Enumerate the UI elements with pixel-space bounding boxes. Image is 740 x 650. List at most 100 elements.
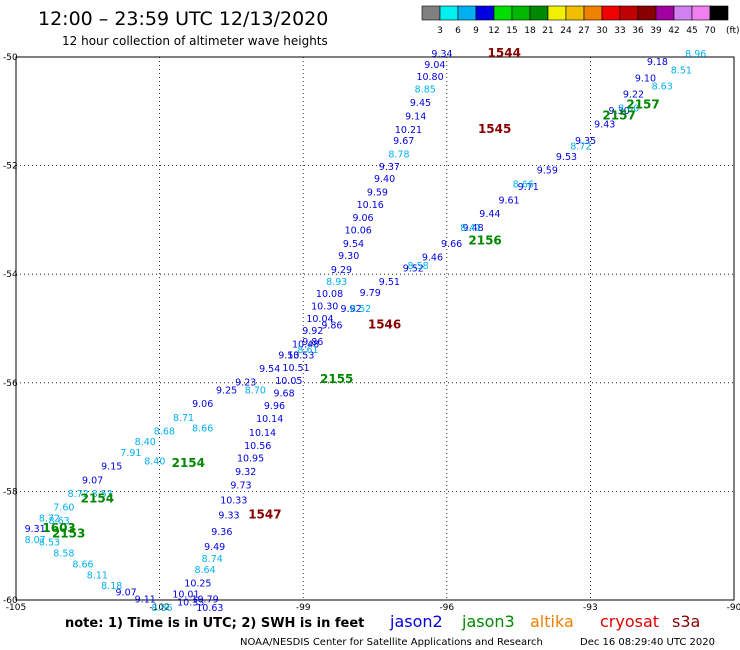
wave-height-value: 9.92 [340,304,361,315]
wave-height-value: 8.53 [39,538,60,549]
wave-height-value: 8.66 [192,424,213,435]
wave-height-value: 10.05 [275,376,302,387]
wave-height-value: 8.60 [618,103,639,114]
colorbar-swatch [655,5,675,21]
colorbar-swatch [421,5,441,21]
wave-height-value: 9.14 [405,111,426,122]
x-tick-label: -93 [583,603,598,613]
chart-subtitle: 12 hour collection of altimeter wave hei… [62,34,328,48]
wave-height-value: 9.33 [218,511,239,522]
wave-height-value: 9.36 [211,527,232,538]
wave-height-value: 8.40 [135,437,156,448]
wave-height-value: 9.49 [204,542,225,553]
wave-height-value: 9.52 [403,263,424,274]
wave-height-value: 10.08 [316,289,343,300]
wave-height-value: 9.66 [441,239,462,250]
wave-height-value: 8.70 [245,386,266,397]
wave-height-value: 9.53 [556,152,577,163]
pass-number-label: 2153 [52,527,85,541]
wave-height-value: 10.14 [256,414,283,425]
y-tick-label: -50 [3,53,18,63]
wave-height-value: 9.11 [135,595,156,606]
wave-height-value: 8.71 [173,413,194,424]
wave-height-value: 10.51 [282,363,309,374]
wave-height-value: 9.37 [379,162,400,173]
wave-height-value: 9.54 [259,364,280,375]
colorbar-label: 45 [686,26,697,36]
wave-height-value: 9.29 [331,265,352,276]
wave-height-value: 8.96 [685,49,706,60]
wave-height-value: 8.64 [194,565,215,576]
y-tick-label: -56 [3,379,18,389]
wave-height-value: 10.33 [177,597,204,608]
wave-height-value: 8.58 [408,261,429,272]
wave-height-value: 10.95 [237,454,264,465]
colorbar-label: 9 [473,26,479,36]
wave-height-value: 9.23 [235,378,256,389]
colorbar-swatch [475,5,495,21]
pass-number-label: 2154 [172,456,205,470]
wave-height-value: 8.11 [87,570,108,581]
satellite-jason2: jason2 [389,612,443,631]
wave-height-value: 9.59 [537,166,558,177]
wave-height-value: 8.66 [72,559,93,570]
wave-height-value: 9.48 [463,223,484,234]
colorbar-swatch [583,5,603,21]
wave-height-value: 8.72 [570,141,591,152]
credit-line: NOAA/NESDIS Center for Satellite Applica… [240,637,543,648]
wave-height-value: 9.30 [609,106,630,117]
wave-height-value: 8.53 [92,489,113,500]
wave-height-value: 9.06 [192,399,213,410]
wave-height-value: 9.30 [338,251,359,262]
wave-height-value: 10.16 [357,200,384,211]
wave-height-value: 8.78 [388,149,409,160]
colorbar-label: 39 [650,26,662,36]
wave-height-value: 10.79 [191,595,218,606]
wave-height-value: 8.72 [68,489,89,500]
chart-grid [16,57,734,600]
wave-height-value: 10.33 [220,495,247,506]
wave-height-value: 9.96 [264,401,285,412]
wave-height-value: 9.79 [360,288,381,299]
wave-height-value: 9.40 [374,174,395,185]
pass-number-label: 2157 [626,98,659,112]
wave-height-value: 9.45 [410,98,431,109]
wave-height-value: 10.48 [292,340,319,351]
wave-height-value: 9.34 [431,49,452,60]
wave-height-value: 9.35 [575,136,596,147]
pass-number-label: 2156 [468,233,501,247]
wave-height-value: 9.68 [273,388,294,399]
y-tick-label: -52 [3,162,18,172]
wave-height-value: 9.22 [623,90,644,101]
wave-height-value: 8.66 [513,179,534,190]
wave-height-value: 9.07 [82,475,103,486]
wave-height-value: 9.25 [216,386,237,397]
wave-height-value: 10.56 [244,441,271,452]
wave-height-value: 8.85 [415,84,436,95]
wave-height-value: 8.63 [49,516,70,527]
colorbar-swatch [601,5,621,21]
axis-ticks: -105 -102 -99 -96 -93 -90 -50 -52 -54 -56 -58 -60 [3,53,740,613]
colorbar-swatch [637,5,657,21]
wave-height-value: 8.18 [101,581,122,592]
wave-height-value: 10.04 [306,314,333,325]
wave-height-value: 8.63 [652,82,673,93]
wave-height-value: 9.15 [101,462,122,473]
wave-height-value: 10.80 [416,72,443,83]
wave-height-value: 9.86 [302,337,323,348]
wave-height-value: 10.01 [172,589,199,600]
pass-number-label: 1603 [42,521,75,535]
satellite-legend: jason2 jason3 altika cryosat s3a [389,612,700,631]
wave-height-value: 9.43 [594,120,615,131]
colorbar-swatch [565,5,585,21]
colorbar-swatch [493,5,513,21]
wave-height-value: 9.51 [379,277,400,288]
colorbar-swatch [673,5,693,21]
wave-height-value: 9.32 [235,467,256,478]
wave-height-value: 8.86 [151,603,172,614]
colorbar-swatch [619,5,639,21]
wave-height-value: 9.92 [302,326,323,337]
wave-height-value: 8.58 [53,549,74,560]
wave-height-value: 10.63 [196,603,223,614]
